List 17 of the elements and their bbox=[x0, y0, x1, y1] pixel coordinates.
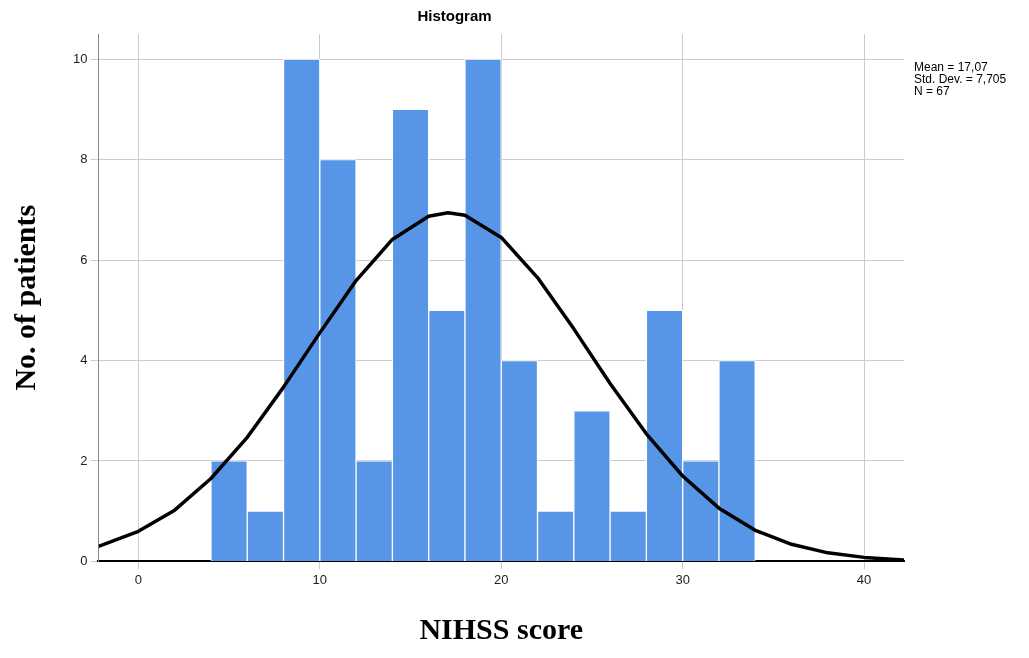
y-tick-label: 4 bbox=[80, 352, 88, 368]
x-tick-label: 30 bbox=[675, 571, 690, 587]
text: Std. Dev. = 7,705 bbox=[914, 72, 1007, 87]
y-tick-label: 2 bbox=[80, 452, 88, 468]
x-tick-label: 20 bbox=[494, 571, 509, 587]
text: N = 67 bbox=[914, 84, 951, 99]
text: Mean = 17,07 bbox=[914, 60, 989, 75]
x-tick-label: 10 bbox=[312, 571, 328, 587]
y-tick-label: 10 bbox=[72, 50, 88, 66]
y-tick-label: 0 bbox=[80, 552, 88, 568]
chart-title: Histogram bbox=[417, 7, 492, 25]
x-tick-label: 40 bbox=[856, 571, 872, 587]
y-tick-label: 8 bbox=[80, 151, 88, 167]
y-axis-title: No. of patients bbox=[7, 204, 41, 391]
x-tick-label: 0 bbox=[134, 571, 142, 587]
y-tick-label: 6 bbox=[80, 251, 88, 267]
x-axis-title: NIHSS score bbox=[419, 611, 584, 645]
